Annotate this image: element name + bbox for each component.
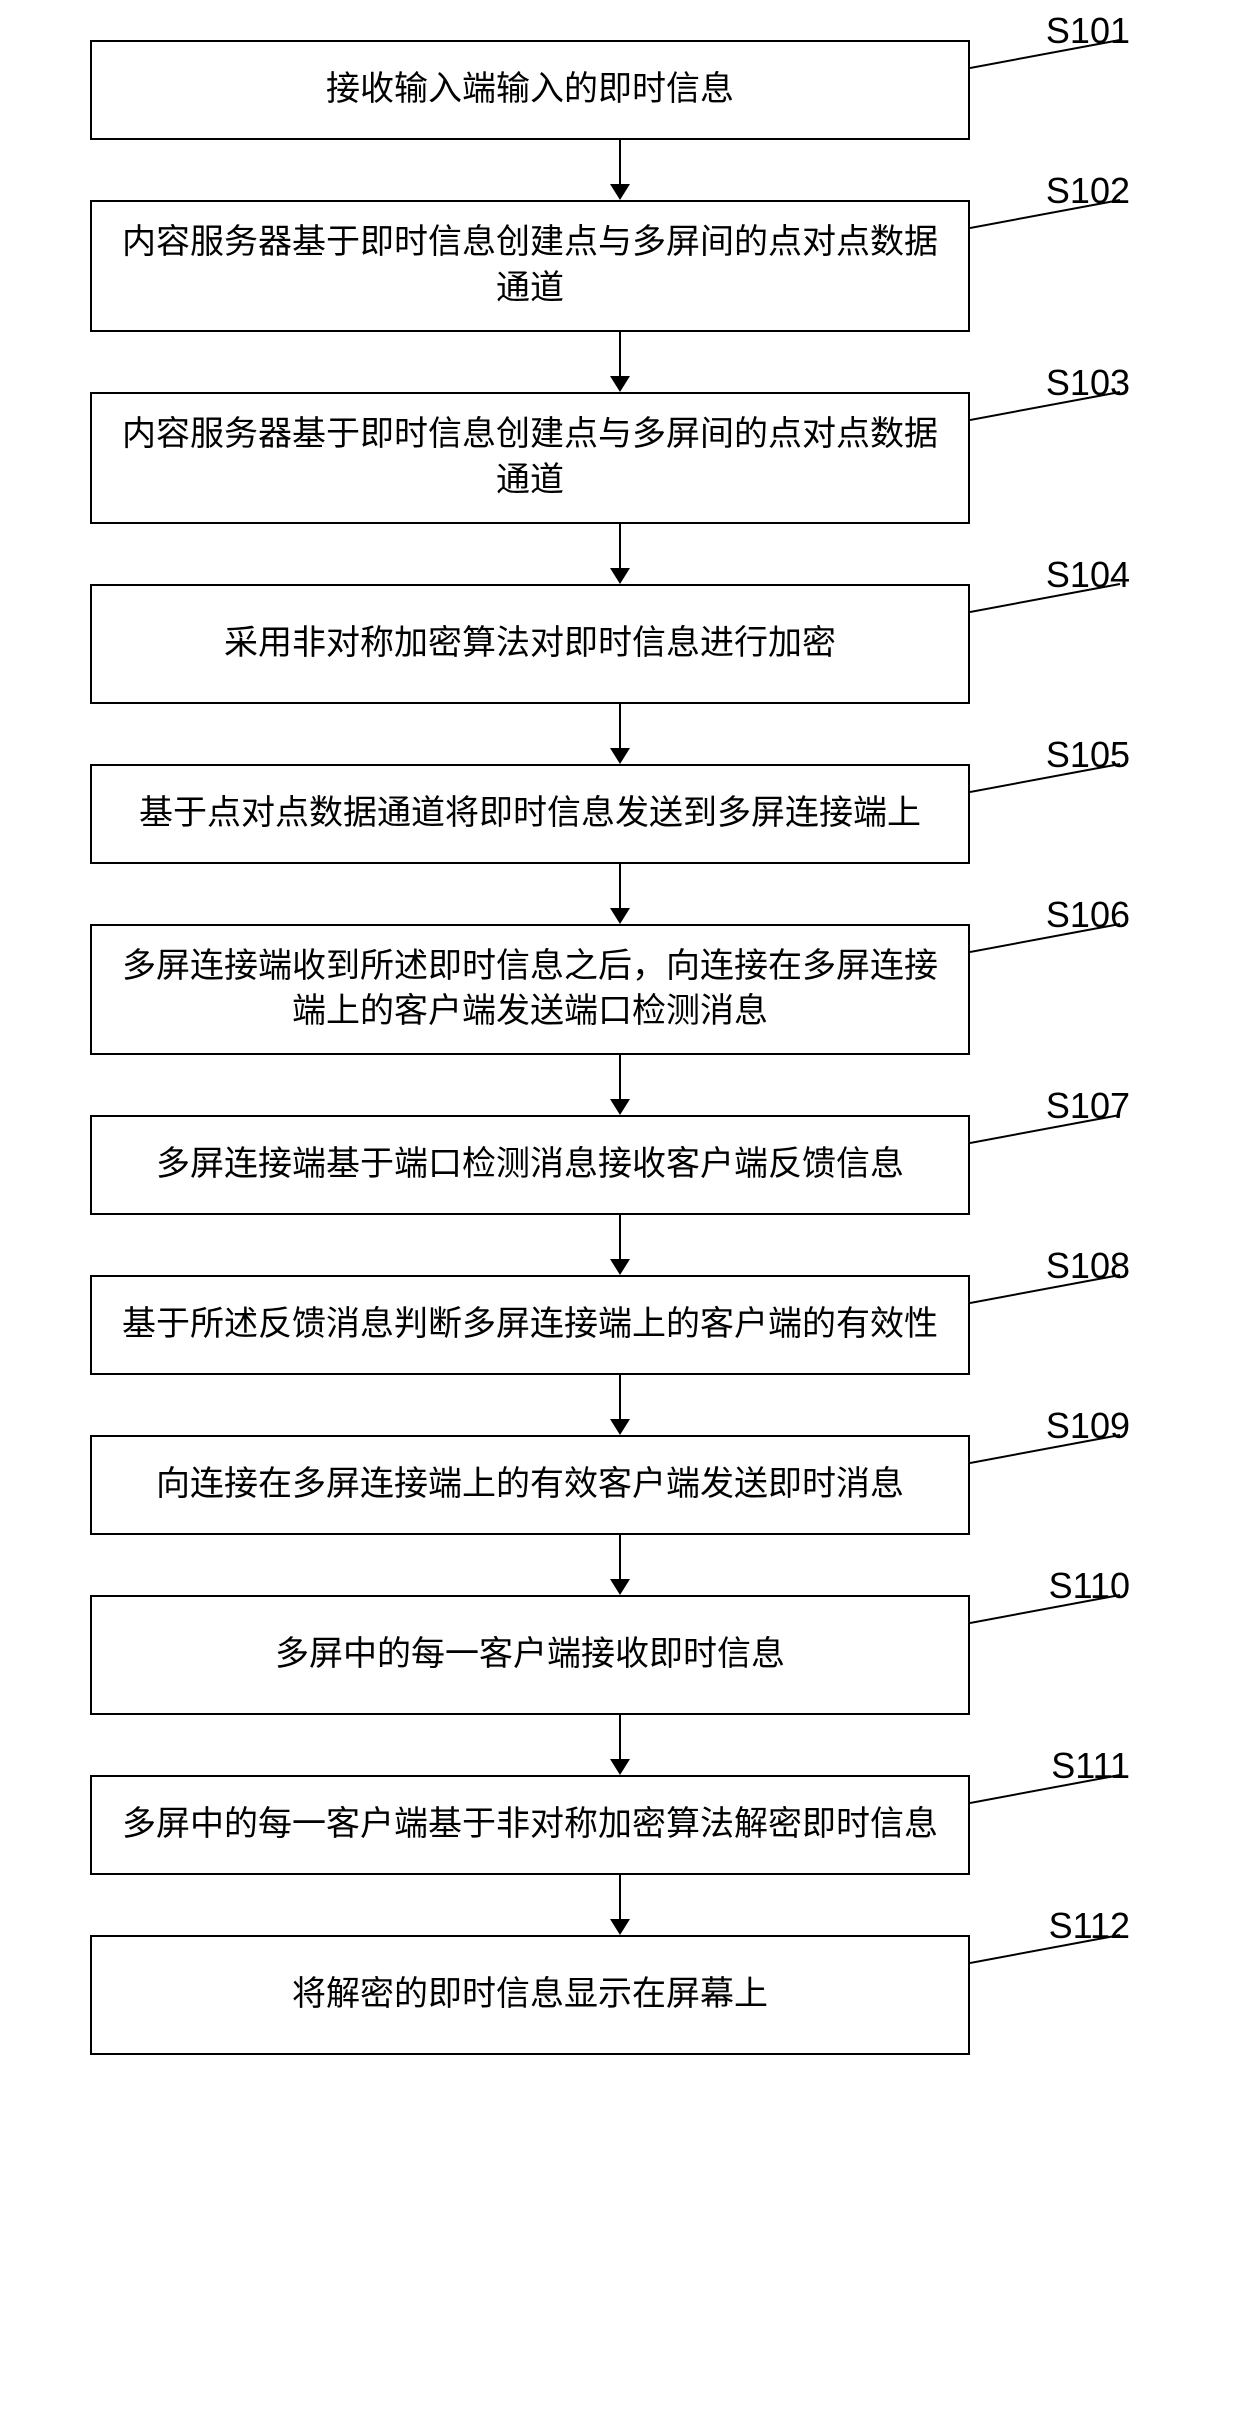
arrow-head bbox=[610, 1579, 630, 1595]
arrow-down bbox=[610, 1375, 630, 1435]
flowchart-container: 接收输入端输入的即时信息 S101 内容服务器基于即时信息创建点与多屏间的点对点… bbox=[60, 40, 1180, 2055]
step-label-s104: S104 bbox=[1046, 554, 1130, 596]
step-box-s110: 多屏中的每一客户端接收即时信息 bbox=[90, 1595, 970, 1715]
step-box-s105: 基于点对点数据通道将即时信息发送到多屏连接端上 bbox=[90, 764, 970, 864]
step-box-s106: 多屏连接端收到所述即时信息之后，向连接在多屏连接端上的客户端发送端口检测消息 bbox=[90, 924, 970, 1056]
arrow-head bbox=[610, 1419, 630, 1435]
arrow-down bbox=[610, 524, 630, 584]
step-text: 将解密的即时信息显示在屏幕上 bbox=[292, 1972, 768, 2018]
arrow-down bbox=[610, 1535, 630, 1595]
step-text: 接收输入端输入的即时信息 bbox=[326, 67, 734, 113]
step-label-s112: S112 bbox=[1049, 1905, 1130, 1947]
arrow-head bbox=[610, 1259, 630, 1275]
arrow-down bbox=[610, 1875, 630, 1935]
arrow-down bbox=[610, 1715, 630, 1775]
arrow-shaft bbox=[619, 524, 621, 568]
step-wrapper: 基于点对点数据通道将即时信息发送到多屏连接端上 S105 bbox=[60, 764, 1180, 864]
arrow-head bbox=[610, 1099, 630, 1115]
arrow-head bbox=[610, 908, 630, 924]
step-wrapper: 多屏连接端基于端口检测消息接收客户端反馈信息 S107 bbox=[60, 1115, 1180, 1215]
step-text: 多屏连接端基于端口检测消息接收客户端反馈信息 bbox=[156, 1142, 904, 1188]
step-label-s107: S107 bbox=[1046, 1085, 1130, 1127]
step-wrapper: 内容服务器基于即时信息创建点与多屏间的点对点数据通道 S102 bbox=[60, 200, 1180, 332]
step-text: 向连接在多屏连接端上的有效客户端发送即时消息 bbox=[156, 1462, 904, 1508]
step-text: 基于所述反馈消息判断多屏连接端上的客户端的有效性 bbox=[122, 1302, 938, 1348]
step-text: 多屏中的每一客户端基于非对称加密算法解密即时信息 bbox=[122, 1802, 938, 1848]
arrow-shaft bbox=[619, 1375, 621, 1419]
arrow-down bbox=[610, 864, 630, 924]
arrow-shaft bbox=[619, 1875, 621, 1919]
arrow-down bbox=[610, 332, 630, 392]
step-box-s101: 接收输入端输入的即时信息 bbox=[90, 40, 970, 140]
step-wrapper: 采用非对称加密算法对即时信息进行加密 S104 bbox=[60, 584, 1180, 704]
step-label-s102: S102 bbox=[1046, 170, 1130, 212]
step-wrapper: 向连接在多屏连接端上的有效客户端发送即时消息 S109 bbox=[60, 1435, 1180, 1535]
step-box-s109: 向连接在多屏连接端上的有效客户端发送即时消息 bbox=[90, 1435, 970, 1535]
arrow-shaft bbox=[619, 140, 621, 184]
arrow-down bbox=[610, 704, 630, 764]
step-label-s110: S110 bbox=[1049, 1565, 1130, 1607]
step-label-s111: S111 bbox=[1051, 1745, 1130, 1787]
arrow-head bbox=[610, 568, 630, 584]
arrow-down bbox=[610, 140, 630, 200]
step-text: 多屏中的每一客户端接收即时信息 bbox=[275, 1632, 785, 1678]
arrow-head bbox=[610, 1919, 630, 1935]
step-label-s101: S101 bbox=[1046, 10, 1130, 52]
step-text: 采用非对称加密算法对即时信息进行加密 bbox=[224, 621, 836, 667]
step-box-s111: 多屏中的每一客户端基于非对称加密算法解密即时信息 bbox=[90, 1775, 970, 1875]
arrow-down bbox=[610, 1215, 630, 1275]
arrow-head bbox=[610, 184, 630, 200]
step-box-s107: 多屏连接端基于端口检测消息接收客户端反馈信息 bbox=[90, 1115, 970, 1215]
step-wrapper: 多屏连接端收到所述即时信息之后，向连接在多屏连接端上的客户端发送端口检测消息 S… bbox=[60, 924, 1180, 1056]
arrow-head bbox=[610, 376, 630, 392]
step-wrapper: 将解密的即时信息显示在屏幕上 S112 bbox=[60, 1935, 1180, 2055]
arrow-head bbox=[610, 748, 630, 764]
arrow-shaft bbox=[619, 704, 621, 748]
step-wrapper: 多屏中的每一客户端接收即时信息 S110 bbox=[60, 1595, 1180, 1715]
step-box-s112: 将解密的即时信息显示在屏幕上 bbox=[90, 1935, 970, 2055]
step-box-s103: 内容服务器基于即时信息创建点与多屏间的点对点数据通道 bbox=[90, 392, 970, 524]
step-label-s108: S108 bbox=[1046, 1245, 1130, 1287]
arrow-shaft bbox=[619, 1715, 621, 1759]
step-text: 多屏连接端收到所述即时信息之后，向连接在多屏连接端上的客户端发送端口检测消息 bbox=[122, 944, 938, 1036]
step-wrapper: 基于所述反馈消息判断多屏连接端上的客户端的有效性 S108 bbox=[60, 1275, 1180, 1375]
step-wrapper: 多屏中的每一客户端基于非对称加密算法解密即时信息 S111 bbox=[60, 1775, 1180, 1875]
step-box-s102: 内容服务器基于即时信息创建点与多屏间的点对点数据通道 bbox=[90, 200, 970, 332]
step-label-s105: S105 bbox=[1046, 734, 1130, 776]
arrow-shaft bbox=[619, 1055, 621, 1099]
step-label-s103: S103 bbox=[1046, 362, 1130, 404]
step-label-s106: S106 bbox=[1046, 894, 1130, 936]
step-wrapper: 接收输入端输入的即时信息 S101 bbox=[60, 40, 1180, 140]
step-text: 基于点对点数据通道将即时信息发送到多屏连接端上 bbox=[139, 791, 921, 837]
step-label-s109: S109 bbox=[1046, 1405, 1130, 1447]
step-wrapper: 内容服务器基于即时信息创建点与多屏间的点对点数据通道 S103 bbox=[60, 392, 1180, 524]
arrow-shaft bbox=[619, 864, 621, 908]
step-text: 内容服务器基于即时信息创建点与多屏间的点对点数据通道 bbox=[122, 412, 938, 504]
arrow-head bbox=[610, 1759, 630, 1775]
arrow-shaft bbox=[619, 1215, 621, 1259]
step-text: 内容服务器基于即时信息创建点与多屏间的点对点数据通道 bbox=[122, 220, 938, 312]
step-box-s104: 采用非对称加密算法对即时信息进行加密 bbox=[90, 584, 970, 704]
step-box-s108: 基于所述反馈消息判断多屏连接端上的客户端的有效性 bbox=[90, 1275, 970, 1375]
arrow-down bbox=[610, 1055, 630, 1115]
arrow-shaft bbox=[619, 1535, 621, 1579]
arrow-shaft bbox=[619, 332, 621, 376]
